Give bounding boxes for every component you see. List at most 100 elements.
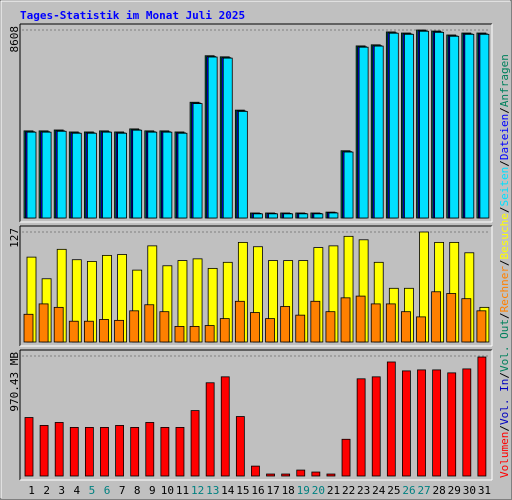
- bar: [190, 410, 200, 477]
- legend-entry: Volumen: [498, 432, 511, 478]
- bar: [145, 422, 155, 477]
- bar: [265, 318, 275, 343]
- bar: [147, 131, 158, 219]
- bar: [84, 427, 94, 477]
- x-tick-label: 25: [387, 484, 400, 497]
- bar: [310, 300, 321, 343]
- bar: [144, 304, 155, 343]
- bar: [298, 213, 309, 219]
- bar: [54, 422, 64, 477]
- bar: [280, 306, 291, 343]
- x-tick-label: 6: [104, 484, 111, 497]
- bar: [340, 297, 351, 343]
- x-tick-label: 23: [357, 484, 370, 497]
- bar: [479, 33, 490, 219]
- bar: [56, 130, 67, 219]
- bar: [86, 132, 97, 219]
- bar: [253, 213, 263, 219]
- x-tick-label: 27: [417, 484, 430, 497]
- bar: [192, 103, 203, 219]
- bar: [326, 473, 336, 477]
- bar: [416, 316, 426, 343]
- bar: [115, 425, 124, 477]
- bar: [130, 427, 140, 477]
- x-tick-label: 28: [433, 484, 446, 497]
- legend-separator: /: [498, 259, 511, 266]
- bar: [283, 213, 294, 219]
- bar: [235, 416, 245, 477]
- bar: [174, 326, 185, 343]
- x-tick-label: 19: [297, 484, 310, 497]
- bar: [419, 30, 429, 219]
- bar: [204, 325, 215, 343]
- bar: [296, 469, 306, 477]
- chart-title: Tages-Statistik im Monat Juli 2025: [20, 9, 245, 22]
- x-tick-label: 12: [191, 484, 204, 497]
- x-tick-label: 29: [448, 484, 461, 497]
- bar: [99, 319, 109, 343]
- bar: [26, 131, 37, 219]
- bar: [295, 314, 306, 343]
- x-tick-label: 30: [463, 484, 476, 497]
- legend-separator: /: [498, 312, 511, 319]
- bar: [237, 111, 248, 219]
- x-tick-label: 16: [251, 484, 264, 497]
- bar: [38, 303, 49, 343]
- bar: [404, 33, 414, 219]
- legend-entry: Seiten: [498, 167, 511, 207]
- bar: [234, 300, 245, 343]
- x-tick-label: 11: [176, 484, 189, 497]
- legend-entry: Besuche: [498, 213, 511, 259]
- legend-separator: /: [498, 107, 511, 114]
- bar: [434, 31, 445, 219]
- panel: [20, 350, 492, 480]
- x-tick-label: 20: [312, 484, 325, 497]
- bar: [388, 32, 399, 219]
- x-tick-label: 7: [119, 484, 126, 497]
- legend-separator: /: [498, 160, 511, 167]
- bar: [117, 132, 127, 219]
- x-tick-label: 21: [327, 484, 340, 497]
- bar: [175, 427, 185, 477]
- bar: [24, 417, 34, 477]
- bar: [356, 378, 366, 477]
- bar: [371, 376, 381, 477]
- bar: [370, 303, 381, 343]
- legend-separator: /: [498, 372, 511, 379]
- legend-entry: Vol. Out: [498, 319, 511, 372]
- bar: [205, 382, 215, 477]
- bar: [343, 151, 354, 219]
- bar: [461, 298, 472, 343]
- bar: [373, 45, 384, 219]
- bar: [41, 131, 52, 219]
- x-tick-label: 3: [58, 484, 65, 497]
- bar: [477, 356, 487, 477]
- bar: [417, 369, 426, 477]
- bar: [39, 425, 49, 477]
- bar: [449, 35, 460, 219]
- bar: [281, 473, 291, 477]
- x-tick-label: 4: [74, 484, 81, 497]
- bar: [102, 131, 112, 219]
- bar: [114, 319, 124, 343]
- bar: [251, 465, 260, 477]
- x-tick-label: 5: [89, 484, 96, 497]
- bar: [68, 320, 79, 343]
- bar: [341, 438, 351, 477]
- legend: Volumen/Vol. In/Vol. Out/Rechner/Besuche…: [498, 54, 511, 478]
- bar: [431, 291, 442, 343]
- bar: [189, 326, 200, 343]
- bar: [446, 293, 457, 343]
- x-tick-label: 14: [221, 484, 235, 497]
- x-tick-label: 24: [372, 484, 386, 497]
- bar: [401, 311, 411, 343]
- bar: [23, 313, 34, 343]
- bar: [464, 33, 475, 219]
- bar: [132, 129, 143, 219]
- bar: [177, 132, 188, 219]
- bar: [53, 306, 64, 343]
- x-tick-label: 13: [206, 484, 219, 497]
- bar: [220, 376, 230, 477]
- bar: [222, 57, 233, 219]
